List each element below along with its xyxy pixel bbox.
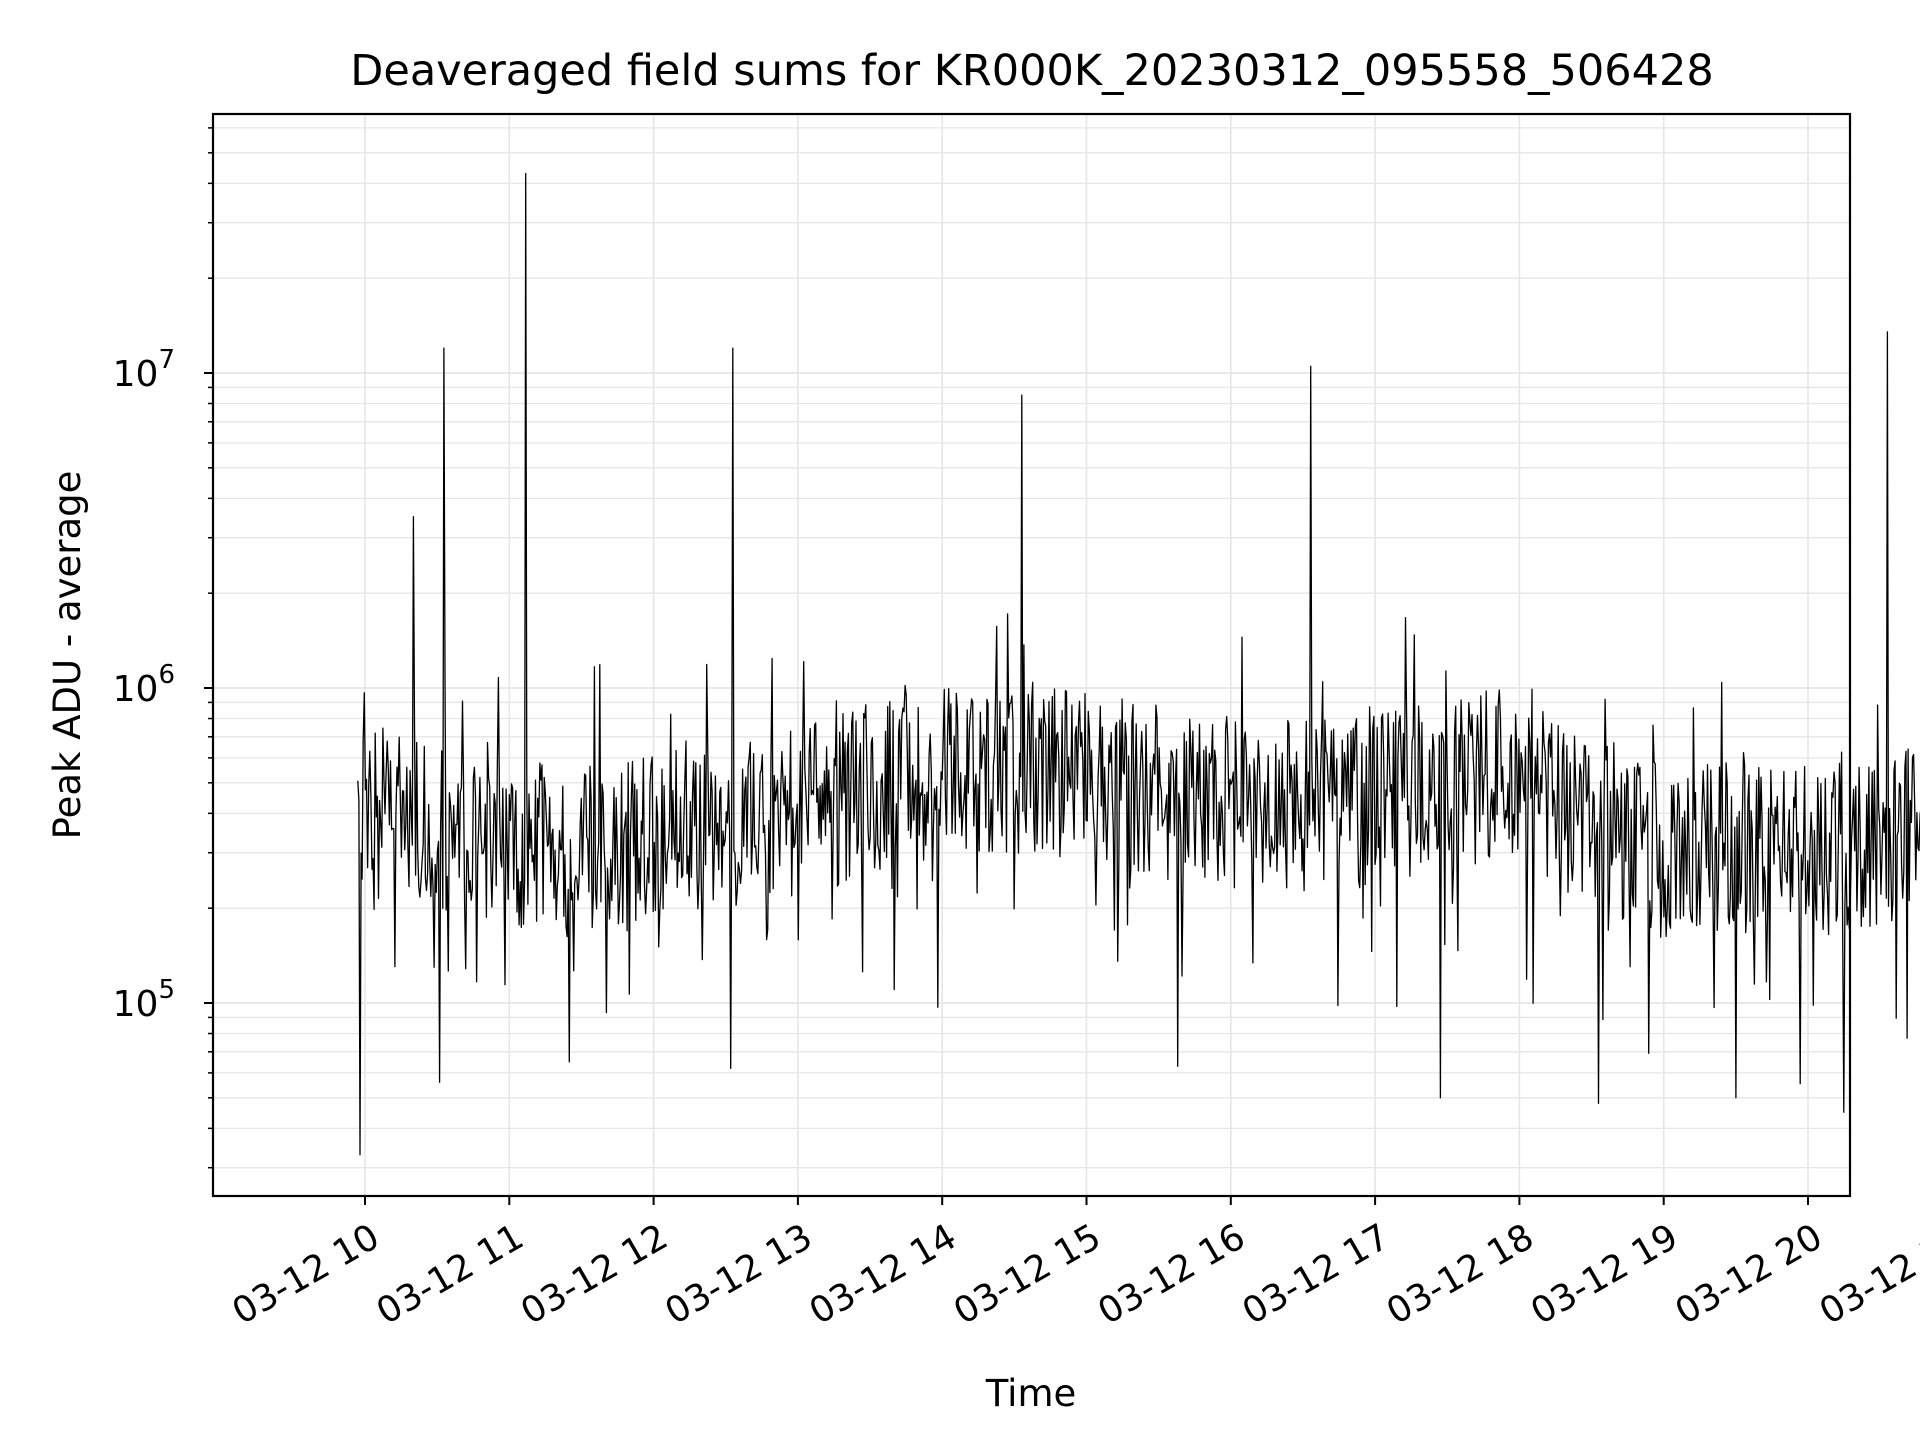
- y-axis-label: Peak ADU - average: [46, 471, 89, 840]
- plot-frame: [211, 112, 1852, 1198]
- series-layer: [357, 172, 1920, 1156]
- y-tick-label: 105: [113, 975, 175, 1025]
- chart-title: Deaveraged field sums for KR000K_2023031…: [350, 46, 1713, 96]
- series-line: [357, 172, 1920, 1156]
- x-axis-label: Time: [985, 1372, 1077, 1415]
- y-tick-label: 106: [113, 660, 175, 710]
- y-tick-label: 107: [113, 345, 175, 395]
